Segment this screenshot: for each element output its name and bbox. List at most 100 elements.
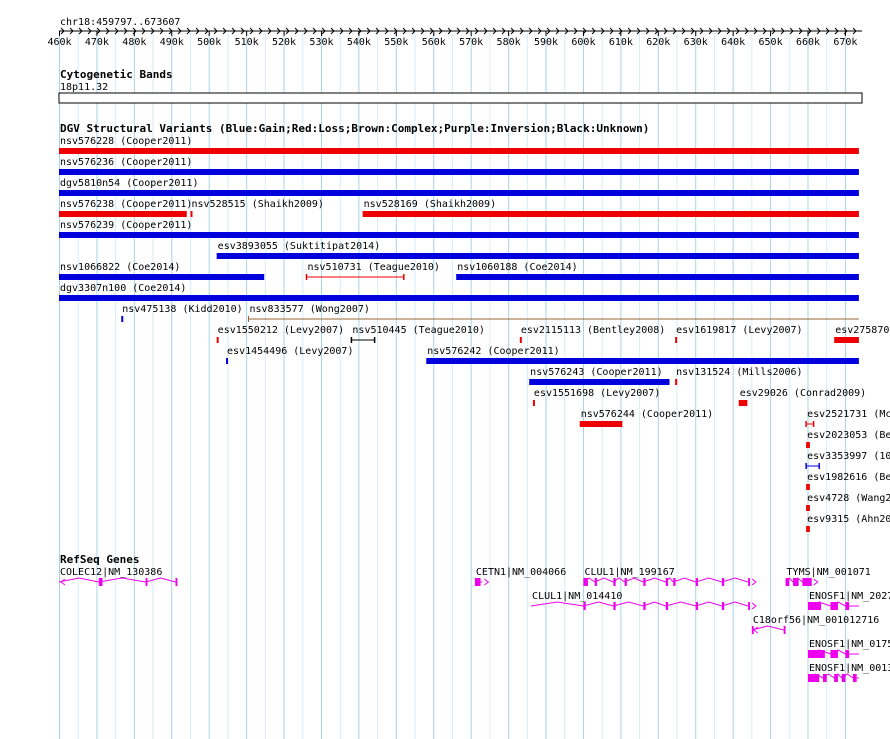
dgv-variant[interactable]: esv1982616 (Bent [806, 472, 890, 490]
dgv-variant[interactable]: esv1551698 (Levy2007) [532, 388, 660, 406]
gene-model[interactable]: C18orf56|NM_001012716 [751, 615, 879, 634]
dgv-variant-bar[interactable] [59, 148, 859, 154]
gene-model[interactable]: ENOSF1|NM_0013 [807, 663, 890, 682]
dgv-track[interactable]: DGV Structural Variants (Blue:Gain;Red:L… [59, 122, 890, 532]
gene-model[interactable]: COLEC12|NM_130386 [58, 567, 178, 586]
dgv-variant-bar[interactable] [216, 253, 859, 259]
dgv-variant[interactable]: esv2521731 (McKe [805, 409, 890, 427]
dgv-variant-bar[interactable] [738, 400, 748, 406]
ruler-tick-label: 500k [197, 37, 221, 48]
ruler-arrow [321, 27, 326, 35]
gene-model[interactable]: CETN1|NM_004066 [474, 567, 566, 586]
dgv-variant[interactable]: esv3353997 (1000 [805, 451, 890, 469]
dgv-variant[interactable]: dgv3307n100 (Coe2014) [59, 283, 859, 301]
dgv-variant[interactable]: esv1454496 (Levy2007) [226, 346, 353, 364]
ruler-arrow [105, 27, 110, 35]
dgv-variant-bar[interactable] [121, 316, 124, 322]
gene-exon [852, 674, 857, 682]
dgv-variant[interactable]: nsv475138 (Kidd2010) [121, 304, 243, 322]
dgv-variant[interactable]: nsv528169 (Shaikh2009) [362, 199, 859, 217]
dgv-variant-bar[interactable] [362, 211, 859, 217]
position-ruler[interactable]: chr18:459797..673607 460k 470k 480k 490k 500… [47, 17, 862, 48]
dgv-variant-bar[interactable] [806, 505, 810, 511]
dgv-variant-label: nsv1066822 (Coe2014) [60, 262, 180, 273]
dgv-variant-bar[interactable] [190, 211, 193, 217]
cytoband-track[interactable]: Cytogenetic Bands 18p11.32 [58, 68, 863, 104]
dgv-variant[interactable]: nsv576242 (Cooper2011) [426, 346, 859, 364]
ruler-arrow [519, 27, 524, 35]
dgv-variant[interactable]: nsv510445 (Teague2010) [350, 325, 485, 343]
gene-exon [785, 578, 790, 586]
dgv-variant[interactable]: nsv576243 (Cooper2011) [529, 367, 670, 385]
gene-exon [594, 578, 597, 586]
ruler-arrow [303, 27, 308, 35]
dgv-variant-label: nsv576244 (Cooper2011) [581, 409, 713, 420]
ruler-arrow [753, 27, 758, 35]
ruler-arrow [834, 27, 839, 35]
gene-model[interactable]: ENOSF1|NM_0175 [807, 639, 890, 658]
dgv-variant[interactable]: nsv510731 (Teague2010) [305, 262, 440, 280]
dgv-variant-bar[interactable] [675, 337, 678, 343]
gene-model[interactable]: TYMS|NM_001071 [785, 567, 871, 586]
dgv-variant-bar[interactable] [532, 400, 535, 406]
dgv-variant[interactable]: esv29026 (Conrad2009) [738, 388, 866, 406]
dgv-variant[interactable]: nsv1066822 (Coe2014) [59, 262, 265, 280]
dgv-variant[interactable]: nsv576236 (Cooper2011) [59, 157, 859, 175]
ruler-tick-label: 550k [384, 37, 408, 48]
gene-exon [845, 602, 850, 610]
gene-exon [643, 578, 646, 586]
cytoband-label: 18p11.32 [60, 82, 108, 93]
cytoband-bar[interactable] [58, 92, 863, 104]
dgv-variant-bar[interactable] [59, 274, 265, 280]
ruler-arrow [96, 27, 101, 35]
dgv-variant[interactable]: esv3893055 (Suktitipat2014) [216, 241, 859, 259]
dgv-variant-bar[interactable] [834, 337, 859, 343]
dgv-variant-bar[interactable] [226, 358, 229, 364]
gene-model[interactable]: CLUL1|NM_199167 [583, 567, 757, 586]
dgv-variant-bar[interactable] [806, 484, 810, 490]
dgv-variant-bar[interactable] [426, 358, 859, 364]
gene-model[interactable]: ENOSF1|NM_2027 [807, 591, 890, 610]
dgv-variant-bar[interactable] [59, 295, 859, 301]
dgv-variant-label: nsv576236 (Cooper2011) [60, 157, 192, 168]
dgv-variant-label: dgv3307n100 (Coe2014) [60, 283, 186, 294]
dgv-variant-bar[interactable] [806, 442, 810, 448]
dgv-variant-bar[interactable] [675, 379, 678, 385]
dgv-variant-bar[interactable] [216, 337, 219, 343]
dgv-variant[interactable]: nsv131524 (Mills2006) [675, 367, 803, 385]
dgv-variant[interactable]: nsv1060188 (Coe2014) [456, 262, 859, 280]
dgv-variant[interactable]: esv1550212 (Levy2007) [216, 325, 344, 343]
dgv-variant[interactable]: esv275870 [834, 325, 889, 343]
dgv-variant-bar[interactable] [59, 211, 187, 217]
dgv-variant-bar[interactable] [529, 379, 670, 385]
dgv-variant[interactable]: nsv576228 (Cooper2011) [59, 136, 859, 154]
dgv-variant-bar[interactable] [519, 337, 522, 343]
dgv-variant[interactable]: nsv576239 (Cooper2011) [59, 220, 859, 238]
dgv-variant[interactable]: nsv576244 (Cooper2011) [579, 409, 713, 427]
dgv-variant[interactable]: nsv833577 (Wong2007) [247, 304, 859, 322]
gene-model[interactable]: CLUL1|NM_014410 [530, 591, 757, 610]
dgv-variant[interactable]: esv1619817 (Levy2007) [675, 325, 803, 343]
refseq-gene-track[interactable]: RefSeq Genes COLEC12|NM_130386 CETN1|NM_0… [58, 553, 890, 682]
dgv-variant-bar[interactable] [59, 190, 859, 196]
gene-exon [748, 578, 750, 586]
dgv-variant-bar[interactable] [59, 232, 859, 238]
dgv-variant-bar[interactable] [59, 169, 859, 175]
cytoband-track-title: Cytogenetic Bands [60, 68, 173, 81]
dgv-variant-bar[interactable] [806, 526, 810, 532]
ruler-arrow [393, 27, 398, 35]
dgv-variant[interactable]: dgv5810n54 (Cooper2011) [59, 178, 859, 196]
dgv-variant[interactable]: esv2023053 (Bent [806, 430, 890, 448]
dgv-variant-bar[interactable] [456, 274, 859, 280]
dgv-variant[interactable]: esv4728 (Wang200 [806, 493, 890, 511]
ruler-tick-label: 520k [272, 37, 296, 48]
dgv-variant[interactable]: esv2115113 (Bentley2008) [519, 325, 666, 343]
gene-intron [721, 601, 749, 607]
dgv-variant-bar[interactable] [579, 421, 623, 427]
dgv-variant[interactable]: nsv528515 (Shaikh2009) [190, 199, 324, 217]
dgv-variant-label: nsv833577 (Wong2007) [249, 304, 369, 315]
dgv-variant[interactable]: nsv576238 (Cooper2011) [59, 199, 192, 217]
dgv-variant[interactable]: esv9315 (Ahn2009 [806, 514, 890, 532]
ruler-arrow [717, 27, 722, 35]
ruler-arrow [483, 27, 488, 35]
